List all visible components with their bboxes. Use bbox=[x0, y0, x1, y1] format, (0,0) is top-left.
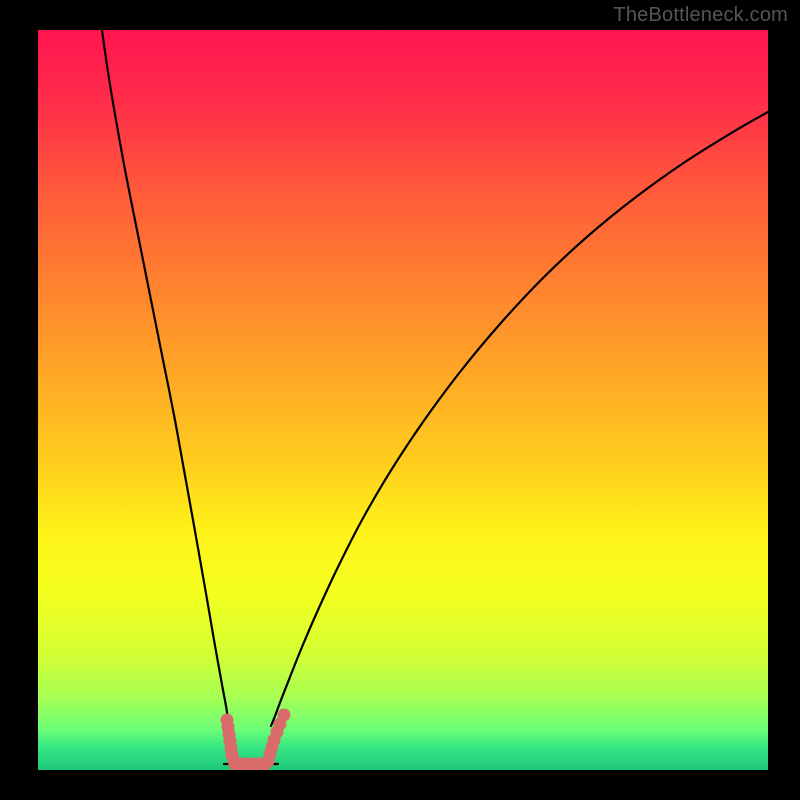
marker-right bbox=[278, 709, 291, 722]
curve-right-branch bbox=[271, 112, 768, 726]
chart-plot-area bbox=[38, 30, 768, 770]
curve-left-branch bbox=[102, 30, 230, 726]
marker-bottom bbox=[259, 758, 272, 771]
watermark-text: TheBottleneck.com bbox=[613, 4, 788, 27]
chart-curve-layer bbox=[38, 30, 768, 770]
